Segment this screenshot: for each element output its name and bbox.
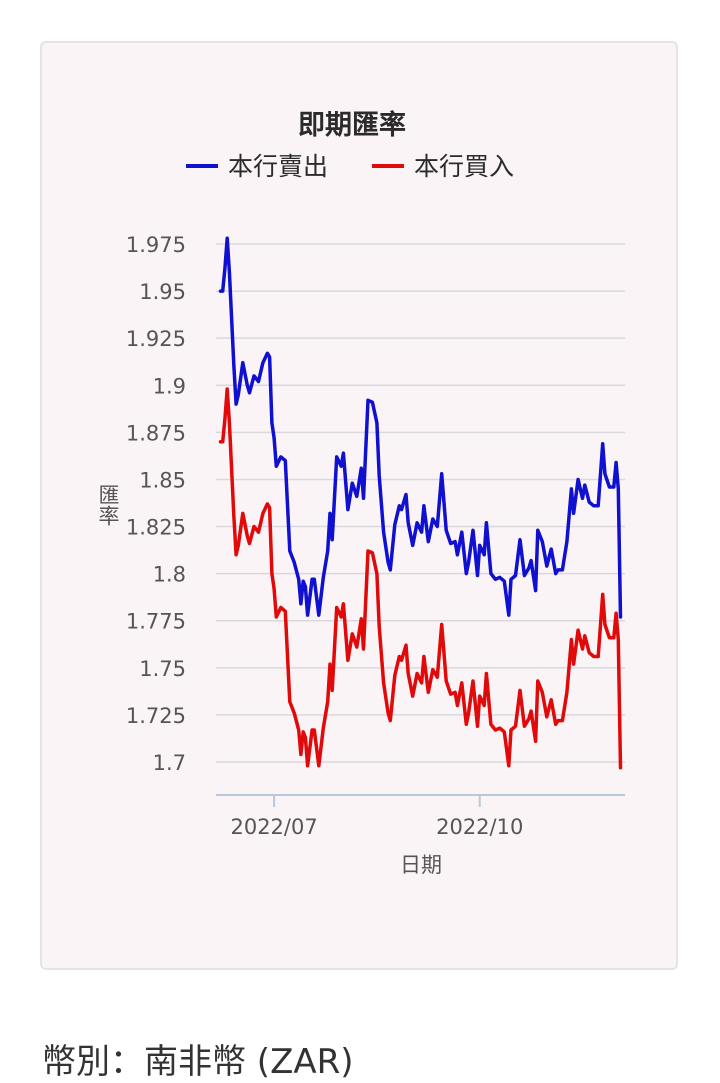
y-axis-ticks: 1.975 1.95 1.925 1.9 1.875 1.85 1.825 1.8 1.775 1… [126,233,186,775]
x-axis: 2022/07 2022/10 [216,794,625,839]
series-line [218,236,623,619]
legend-label: 本行買入 [414,152,514,181]
x-axis-title: 日期 [400,853,442,877]
y-tick-label: 1.75 [139,657,186,681]
y-tick-label: 1.875 [126,421,186,445]
series-line [218,387,623,770]
y-tick-label: 1.85 [139,468,186,492]
currency-label: 幣別：南非幣 (ZAR) [42,1042,354,1082]
y-tick-label: 1.8 [153,563,186,587]
y-tick-label: 1.95 [139,280,186,304]
y-tick-label: 1.7 [153,751,186,775]
y-tick-label: 1.825 [126,516,186,540]
series-lines [218,236,623,770]
grid-lines [216,243,625,763]
exchange-rate-chart: 即期匯率 本行賣出 本行買入 1.975 1.95 1.925 1.9 1.875 1.85… [96,109,625,877]
y-tick-label: 1.975 [126,233,186,257]
y-tick-label: 1.775 [126,610,186,634]
legend-label: 本行賣出 [228,152,328,181]
y-tick-label: 1.925 [126,327,186,351]
x-tick-label: 2022/10 [436,815,523,839]
y-axis-title: 匯率 [96,484,120,526]
chart-title: 即期匯率 [298,109,406,141]
y-tick-label: 1.725 [126,704,186,728]
y-tick-label: 1.9 [153,374,186,398]
legend: 本行賣出 本行買入 [186,152,514,181]
x-tick-label: 2022/07 [230,815,317,839]
